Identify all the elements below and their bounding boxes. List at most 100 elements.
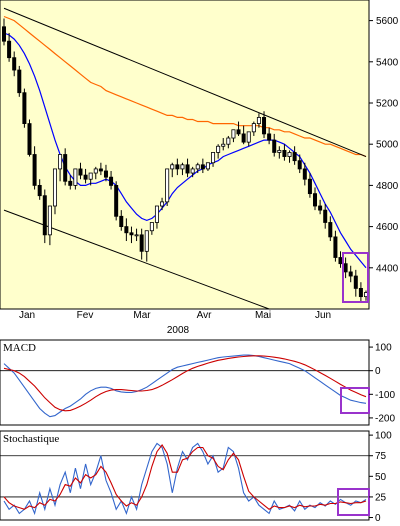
y-tick-label: 0 xyxy=(375,366,381,377)
candle-body xyxy=(22,92,27,124)
candle-body xyxy=(328,222,333,238)
candle-body xyxy=(139,234,144,252)
candle-body xyxy=(272,139,277,153)
candle-body xyxy=(119,215,124,228)
candle-body xyxy=(313,193,318,207)
macd-series xyxy=(3,354,367,418)
price-y-tick-label: 5400 xyxy=(376,57,399,68)
y-tick-label: 25 xyxy=(375,492,387,503)
stoch-series xyxy=(3,442,367,516)
candle-body xyxy=(17,69,22,94)
price-moving-average-long xyxy=(3,15,367,158)
candle-body xyxy=(221,143,226,147)
candle-body xyxy=(134,234,139,237)
candle-body xyxy=(37,184,42,197)
candle-body xyxy=(231,129,236,139)
candle-body xyxy=(27,123,32,155)
candle-body xyxy=(98,168,103,172)
candle-body xyxy=(124,226,129,234)
macd-highlight-box xyxy=(340,387,370,414)
price-x-tick-label: Avr xyxy=(197,310,212,321)
candle-body xyxy=(262,117,267,135)
candle-body xyxy=(78,168,83,176)
macd-panel-background xyxy=(0,339,370,426)
candle-body xyxy=(109,176,114,186)
candle-body xyxy=(58,154,63,170)
candle-body xyxy=(149,222,154,232)
price-y-tick-label: 5000 xyxy=(376,140,399,151)
stoch-y-axis: 100 75 50 25 0 xyxy=(369,431,392,524)
candle-body xyxy=(287,152,292,157)
macd-title: MACD xyxy=(3,342,36,354)
macd-y-axis: 100 0 -100 -200 xyxy=(369,343,395,424)
candle-body xyxy=(12,57,17,71)
candle-body xyxy=(175,164,180,170)
candle-body xyxy=(256,117,261,124)
candle-body xyxy=(154,205,159,223)
candle-body xyxy=(348,271,353,277)
candle-body xyxy=(211,152,216,164)
price-y-axis: 4400 4600 4800 5000 5200 5400 5600 xyxy=(369,16,399,274)
candle-body xyxy=(318,205,323,211)
candle-body xyxy=(338,257,343,265)
candle-body xyxy=(246,131,251,143)
price-y-tick-label: 4600 xyxy=(376,222,399,233)
candle-body xyxy=(103,170,108,178)
price-x-tick-label: Mar xyxy=(133,310,151,321)
candle-body xyxy=(195,164,200,170)
price-candles xyxy=(2,18,368,303)
candle-body xyxy=(52,168,57,207)
y-tick-label: 100 xyxy=(375,431,392,442)
candle-body xyxy=(32,154,37,186)
candle-body xyxy=(277,149,282,153)
price-highlight-box xyxy=(342,252,369,303)
y-tick-label: -200 xyxy=(375,413,395,424)
stoch-highlight-box xyxy=(337,488,370,516)
candle-body xyxy=(88,172,93,180)
price-x-tick-label: Mai xyxy=(255,310,271,321)
candle-body xyxy=(47,205,52,236)
y-tick-label: 50 xyxy=(375,472,387,483)
candle-body xyxy=(358,287,363,298)
channel-upper-line xyxy=(3,7,367,158)
price-x-tick-label: Jun xyxy=(315,310,331,321)
candle-body xyxy=(93,168,98,174)
candle-body xyxy=(282,149,287,157)
series-line-1 xyxy=(3,442,367,516)
candle-body xyxy=(251,123,256,133)
candle-body xyxy=(302,168,307,180)
candle-body xyxy=(333,236,338,258)
candle-body xyxy=(7,40,12,59)
candle-body xyxy=(185,164,190,174)
candle-body xyxy=(216,145,221,153)
price-x-tick-label: Jan xyxy=(19,310,35,321)
stoch-title: Stochastique xyxy=(3,433,59,445)
candle-body xyxy=(160,201,165,207)
candle-body xyxy=(144,230,149,252)
y-tick-label: 75 xyxy=(375,451,387,462)
candle-body xyxy=(170,164,175,170)
candle-body xyxy=(129,232,134,236)
year-label: 2008 xyxy=(167,325,190,336)
candle-body xyxy=(307,178,312,195)
y-tick-label: 0 xyxy=(375,513,381,521)
candle-body xyxy=(353,275,358,289)
candle-body xyxy=(241,133,246,143)
y-tick-label: -100 xyxy=(375,390,395,401)
candle-body xyxy=(205,162,210,170)
price-x-axis: Jan Fev Mar Avr Mai Jun xyxy=(19,310,331,321)
candle-body xyxy=(267,133,272,141)
candle-body xyxy=(323,209,328,223)
candle-body xyxy=(73,168,78,186)
series-line-2 xyxy=(3,355,367,412)
candle-body xyxy=(2,26,7,42)
stoch-panel-background xyxy=(0,430,370,521)
candle-body xyxy=(236,129,241,135)
candle-body xyxy=(63,154,68,182)
candle-body xyxy=(83,174,88,180)
candle-body xyxy=(343,263,348,273)
candle-body xyxy=(190,168,195,174)
candle-body xyxy=(68,180,73,186)
